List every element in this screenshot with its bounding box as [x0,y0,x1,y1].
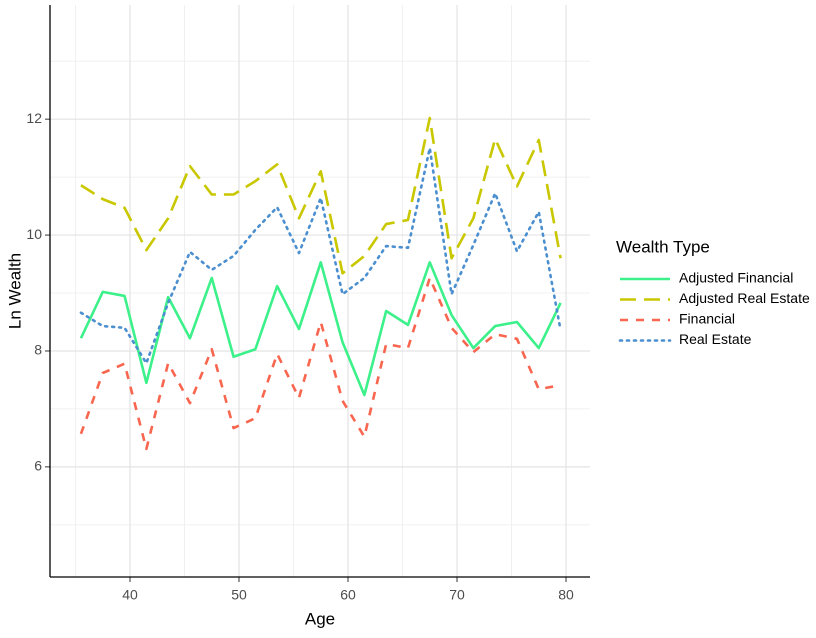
x-tick-label: 60 [340,587,356,603]
legend-label: Adjusted Real Estate [679,290,810,306]
y-tick-label: 6 [34,458,42,474]
legend-label: Adjusted Financial [679,270,793,286]
y-tick-label: 8 [34,342,42,358]
x-tick-label: 70 [449,587,465,603]
series-line [79,276,561,451]
legend-label: Financial [679,311,735,327]
x-tick-label: 40 [122,587,138,603]
series-line [79,146,562,365]
legend-label: Real Estate [679,331,752,347]
x-tick-label: 80 [558,587,574,603]
series-line [80,116,562,275]
legend-title: Wealth Type [616,237,710,256]
series-line [79,261,562,397]
y-axis-title: Ln Wealth [5,253,24,329]
x-axis-title: Age [305,609,335,628]
y-tick-label: 12 [26,110,42,126]
x-tick-label: 50 [231,587,247,603]
y-tick-label: 10 [26,226,42,242]
